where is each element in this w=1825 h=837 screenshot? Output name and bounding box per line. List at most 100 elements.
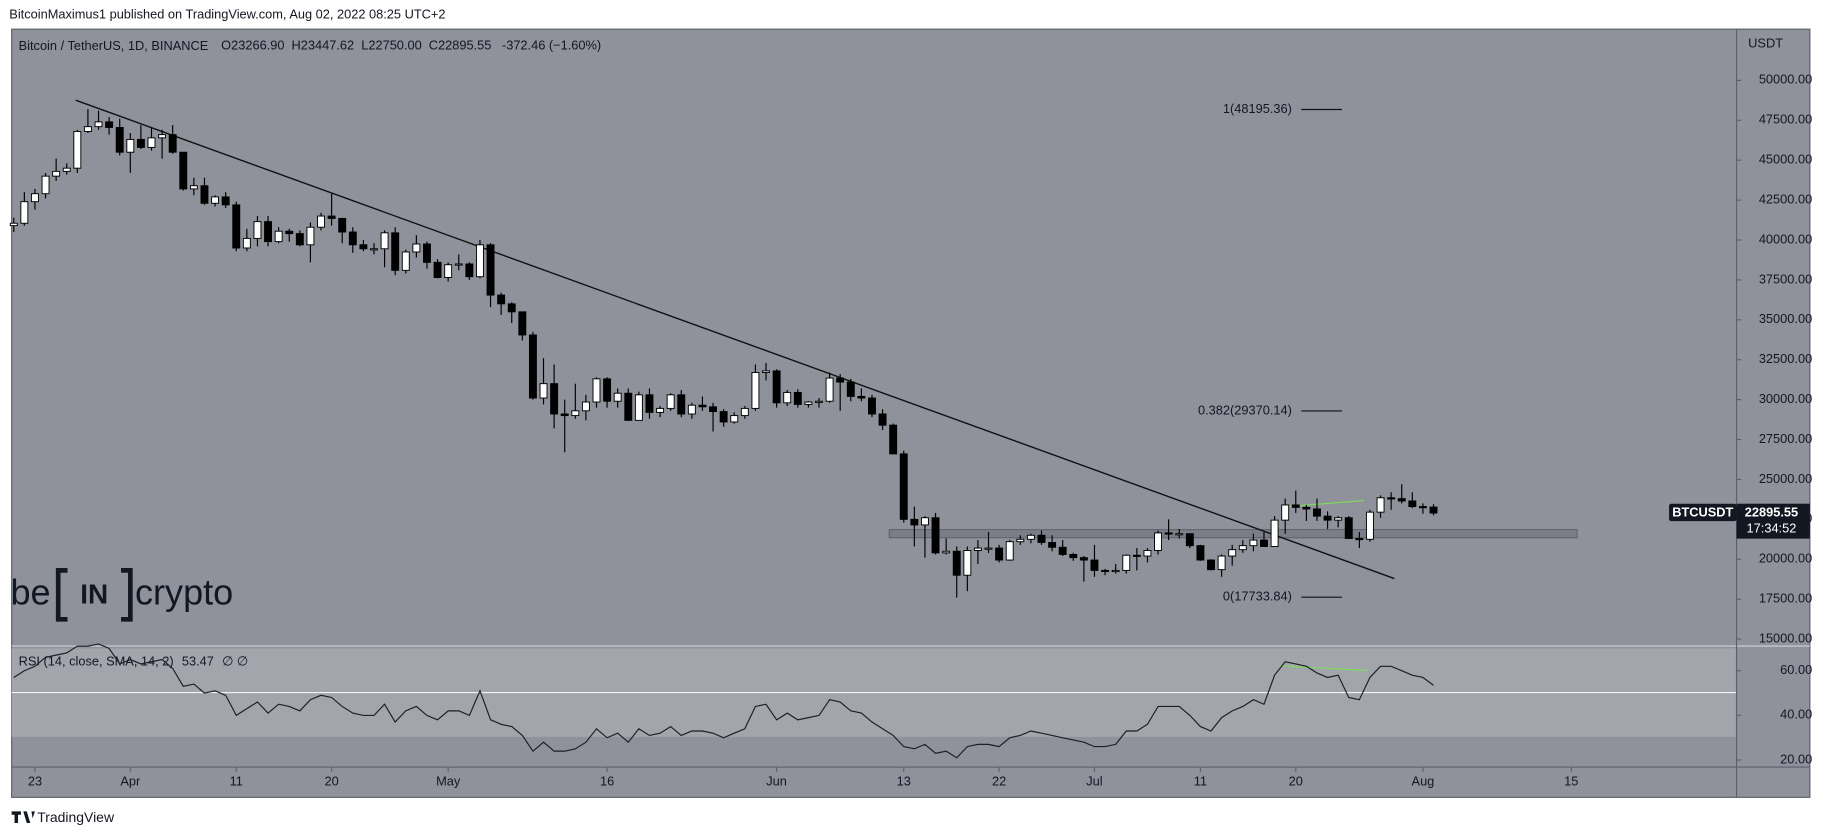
y-tick-label: 60.00 [1780, 662, 1812, 677]
candle-body [1217, 555, 1226, 571]
candle-body [115, 127, 124, 153]
candle-body [719, 411, 728, 423]
candle-body [295, 233, 304, 246]
candle-body [1291, 504, 1300, 508]
tag-price-bg [1736, 503, 1810, 539]
y-tick-label: 42500.00 [1759, 191, 1812, 206]
candle-body [581, 401, 590, 412]
candle-body [1111, 569, 1120, 573]
candle-body [94, 121, 103, 128]
candle-body [973, 547, 982, 551]
candle-body [793, 391, 802, 405]
currency: USDT [1748, 36, 1783, 51]
logo-bracket [55, 568, 133, 622]
candle-body [730, 415, 739, 423]
rsi-title: RSI (14, close, SMA, 14, 2) [19, 654, 174, 669]
candle-body [751, 372, 760, 409]
candle-body [952, 550, 961, 576]
tag-symbol: BTCUSDT [1672, 504, 1733, 519]
trendline [75, 99, 1395, 580]
candle-body [518, 311, 527, 336]
candle-body [656, 407, 665, 413]
tag-price: 22895.55 [1745, 504, 1798, 519]
rsi-line [13, 643, 1434, 759]
candle-body [698, 404, 707, 408]
publisher: BitcoinMaximus1 published on TradingView… [9, 7, 445, 22]
candle-body [1365, 511, 1374, 540]
candle-body [359, 244, 368, 250]
candle-body [391, 232, 400, 271]
candle-body [942, 550, 951, 554]
candle-body [1196, 545, 1205, 561]
candle-body [1016, 538, 1025, 543]
candle-body [709, 406, 718, 413]
candle-body [1207, 559, 1215, 571]
c-label: C [429, 38, 438, 53]
candle-body [211, 196, 220, 204]
candle-body [433, 261, 442, 278]
x-tick-label: 22 [992, 774, 1006, 789]
candle-body [1185, 533, 1194, 547]
candle-body [825, 377, 834, 402]
candle-body [1270, 519, 1279, 547]
candle-body [899, 453, 908, 520]
candle-body [1334, 517, 1343, 521]
y-tick-label: 32500.00 [1759, 351, 1812, 366]
candle-body [41, 175, 50, 195]
candle-body [1164, 532, 1173, 535]
candle-body [995, 547, 1004, 561]
candle-body [200, 185, 209, 204]
y-tick-label: 15000.00 [1759, 630, 1812, 645]
candle-body [1281, 504, 1290, 521]
fib-label: 0(17733.84) [1223, 589, 1292, 604]
y-tick-label: 20000.00 [1759, 551, 1812, 566]
candle-body [30, 193, 39, 203]
y-tick-label: 45000.00 [1759, 152, 1812, 167]
ohlc: O23266.90 H23447.62 L22750.00 C22895.55 … [221, 38, 601, 53]
rsi-legend: RSI (14, close, SMA, 14, 2) 53.47 ∅ ∅ [19, 654, 248, 669]
x-tick-label: 20 [1289, 774, 1303, 789]
candle-body [412, 243, 421, 253]
candle-body [984, 547, 993, 550]
candle-body [507, 303, 516, 313]
candle-body [910, 518, 919, 526]
candle-body [1058, 546, 1067, 555]
x-tick-label: 15 [1564, 774, 1578, 789]
candle-body [1048, 542, 1057, 548]
candle-body [401, 251, 410, 271]
candle-body [83, 126, 92, 132]
candle-body [878, 413, 887, 426]
candle-body [963, 549, 972, 576]
candle-body [189, 185, 198, 190]
x-tick-label: 23 [28, 774, 42, 789]
candle-body [73, 130, 82, 169]
fib-label: 0.382(29370.14) [1198, 402, 1292, 417]
candle-body [1143, 549, 1152, 557]
y-tick-label: 25000.00 [1759, 471, 1812, 486]
candle-body [624, 392, 633, 421]
candle-body [1026, 534, 1035, 540]
c-value: 22895.55 [438, 38, 491, 53]
candle-body [868, 397, 876, 415]
candle-body [1005, 541, 1014, 561]
candle-body [528, 334, 537, 399]
footer: TradingView [37, 809, 115, 825]
candle-body [253, 221, 262, 239]
candle-body [677, 394, 686, 415]
candle-body [264, 221, 273, 243]
candle-body [539, 383, 548, 399]
candle-body [846, 381, 855, 397]
candle-body [1260, 539, 1268, 547]
y-tick-label: 40.00 [1780, 707, 1812, 722]
candle-body [762, 370, 770, 373]
candle-body [147, 137, 156, 148]
candle-body [815, 400, 823, 403]
candle-body [1069, 553, 1078, 559]
candle-body [592, 378, 601, 403]
x-tick-label: Aug [1412, 774, 1435, 789]
candle-body [1408, 500, 1417, 508]
candle-body [1429, 506, 1438, 514]
support-zone [888, 529, 1578, 539]
candle-body [20, 201, 29, 224]
